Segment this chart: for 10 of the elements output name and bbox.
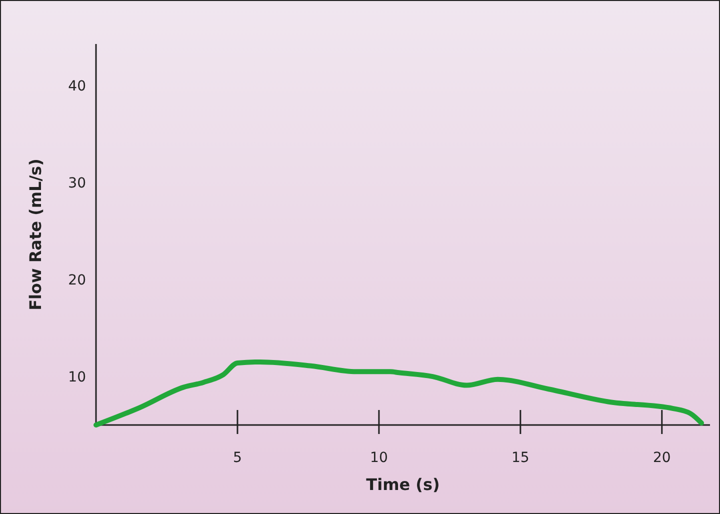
y-tick-label: 30 bbox=[68, 176, 86, 192]
x-tick-label: 15 bbox=[512, 450, 530, 466]
y-tick-label: 10 bbox=[68, 370, 86, 386]
y-tick-label: 40 bbox=[68, 78, 86, 95]
x-tick-label: 10 bbox=[370, 450, 388, 466]
x-tick-label: 5 bbox=[233, 450, 242, 466]
y-axis-title: Flow Rate (mL/s) bbox=[26, 158, 45, 310]
y-tick-label: 20 bbox=[68, 272, 86, 289]
x-axis-title: Time (s) bbox=[366, 475, 440, 494]
x-tick-label: 20 bbox=[652, 450, 671, 466]
